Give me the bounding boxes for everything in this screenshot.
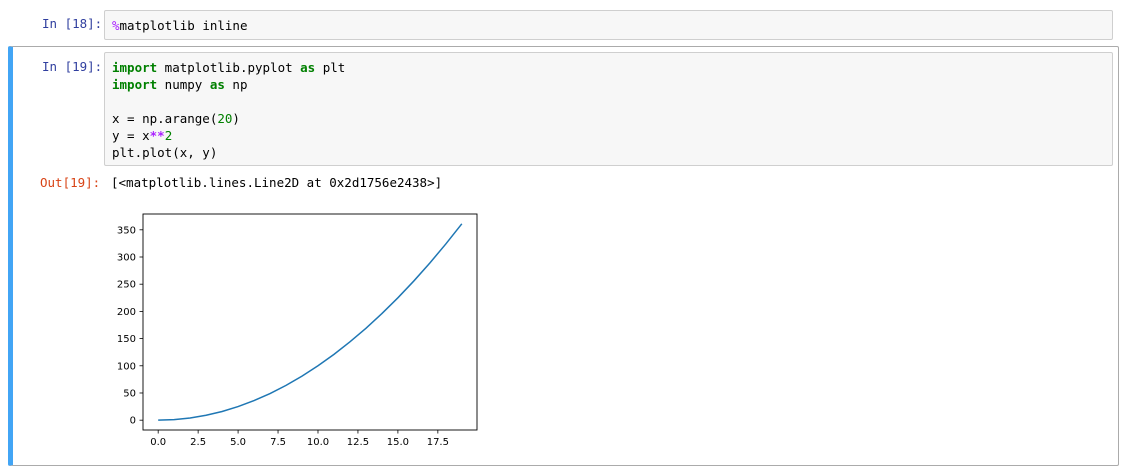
plot-axes-frame: [142, 213, 478, 431]
code-text: x = np.arange(: [112, 111, 218, 126]
number-literal: 2: [164, 128, 173, 143]
code-line-1: import matplotlib.pyplot as plt: [112, 59, 345, 76]
x-axis-ticks: 0.0 2.5 5.0 7.5 10.0 12.5 15.0 17.5: [150, 430, 449, 448]
number-literal: 20: [217, 111, 233, 126]
line-plot-output: 0.0 2.5 5.0 7.5 10.0 12.5 15.0 17.5 0 50 100 150 20…: [117, 213, 478, 448]
x-tick-label: 2.5: [190, 437, 206, 448]
x-tick-label: 10.0: [307, 437, 329, 448]
magic-symbol: %: [112, 18, 120, 33]
code-line-2: import numpy as np: [112, 76, 247, 93]
y-tick-label: 200: [117, 307, 136, 318]
cell-18-code-line: %matplotlib inline: [112, 17, 247, 34]
code-line-6: plt.plot(x, y): [112, 144, 217, 161]
magic-command: matplotlib inline: [119, 18, 248, 33]
keyword-as: as: [300, 60, 316, 75]
cell-19-output-prompt: Out[19]:: [40, 175, 101, 190]
alias-name: plt: [315, 60, 346, 75]
module-name: matplotlib.pyplot: [157, 60, 301, 75]
code-line-5: y = x**2: [112, 127, 172, 144]
x-tick-label: 5.0: [230, 437, 246, 448]
x-tick-label: 0.0: [150, 437, 166, 448]
code-text: ): [232, 111, 240, 126]
operator-power: **: [149, 128, 165, 143]
x-tick-label: 12.5: [347, 437, 369, 448]
y-tick-label: 350: [117, 225, 136, 236]
cell-19-code-input[interactable]: import matplotlib.pyplot as plt import n…: [104, 52, 1113, 166]
alias-name: np: [224, 77, 248, 92]
code-text: y = x: [112, 128, 150, 143]
keyword-import: import: [112, 60, 158, 75]
code-text: plt.plot(x, y): [112, 145, 218, 160]
cell-18-input-prompt: In [18]:: [42, 16, 103, 31]
y-tick-label: 250: [117, 280, 136, 291]
cell-18-code-input[interactable]: %matplotlib inline: [104, 10, 1113, 40]
output-repr-text: [<matplotlib.lines.Line2D at 0x2d1756e24…: [111, 175, 443, 190]
cell-19-selected[interactable]: [8, 46, 1119, 466]
x-tick-label: 7.5: [270, 437, 286, 448]
y-tick-label: 150: [117, 334, 136, 345]
y-axis-ticks: 0 50 100 150 200 250 300 350: [117, 225, 143, 427]
keyword-as: as: [209, 77, 225, 92]
keyword-import: import: [112, 77, 158, 92]
x-tick-label: 17.5: [427, 437, 449, 448]
cell-19-input-prompt: In [19]:: [42, 59, 103, 74]
y-tick-label: 0: [130, 416, 136, 427]
y-tick-label: 50: [123, 388, 136, 399]
y-tick-label: 300: [117, 252, 136, 263]
x-tick-label: 15.0: [387, 437, 409, 448]
series-line-y-equals-x-squared: [158, 223, 463, 421]
code-line-4: x = np.arange(20): [112, 110, 240, 127]
module-name: numpy: [157, 77, 210, 92]
y-tick-label: 100: [117, 361, 136, 372]
